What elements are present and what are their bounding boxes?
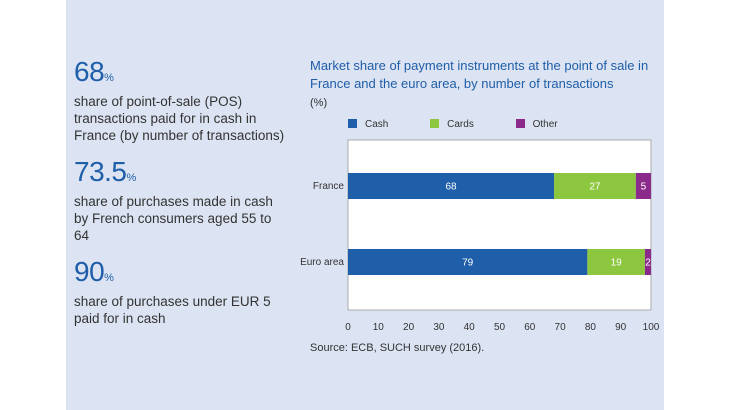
chart-legend: Cash Cards Other <box>348 119 597 130</box>
chart-source: Source: ECB, SUCH survey (2016). <box>310 342 485 354</box>
stat-value: 68% <box>74 56 114 87</box>
chart-title: Market share of payment instruments at t… <box>310 58 649 91</box>
legend-swatch <box>430 119 440 128</box>
bar-segment-other <box>644 249 651 275</box>
x-tick-label: 100 <box>643 322 660 333</box>
x-tick-label: 70 <box>555 322 567 333</box>
x-tick-label: 0 <box>345 322 351 333</box>
x-tick-label: 10 <box>373 322 385 333</box>
category-label: France <box>313 181 345 192</box>
x-tick-label: 60 <box>524 322 536 333</box>
data-label: 5 <box>641 182 647 193</box>
x-tick-label: 80 <box>585 322 597 333</box>
x-tick-label: 50 <box>494 322 506 333</box>
stat-description: share of purchases made in cash by Frenc… <box>74 194 273 243</box>
stat-block-small-purchases: 90% share of purchases under EUR 5 paid … <box>74 258 289 327</box>
stat-value: 73.5% <box>74 156 137 187</box>
bar-segment-other <box>635 173 651 199</box>
data-label: 19 <box>611 258 623 269</box>
x-tick-label: 90 <box>615 322 627 333</box>
legend-item-cash: Cash <box>348 119 388 130</box>
x-tick-label: 20 <box>403 322 415 333</box>
legend-swatch <box>348 119 357 128</box>
bar-segment-cards <box>554 173 636 199</box>
category-label: Euro area <box>300 257 344 268</box>
data-label: 2 <box>645 258 651 269</box>
legend-swatch <box>515 119 525 128</box>
x-tick-label: 40 <box>464 322 476 333</box>
legend-item-other: Other <box>515 119 558 130</box>
stat-block-age-group: 73.5% share of purchases made in cash by… <box>74 158 289 244</box>
x-tick-label: 30 <box>433 322 445 333</box>
bar-segment-cash <box>348 249 588 275</box>
data-label: 27 <box>589 182 601 193</box>
chart-unit-label: (%) <box>310 97 328 109</box>
data-label: 68 <box>445 182 457 193</box>
stat-value: 90% <box>74 256 114 287</box>
legend-item-cards: Cards <box>430 119 474 130</box>
bar-segment-cards <box>587 249 645 275</box>
stat-description: share of purchases under EUR 5 paid for … <box>74 294 271 326</box>
stat-description: share of point-of-sale (POS) transaction… <box>74 94 285 143</box>
data-label: 79 <box>462 258 474 269</box>
plot-area <box>347 139 652 311</box>
stat-block-cash-share: 68% share of point-of-sale (POS) transac… <box>74 58 289 144</box>
bar-segment-cash <box>348 173 555 199</box>
